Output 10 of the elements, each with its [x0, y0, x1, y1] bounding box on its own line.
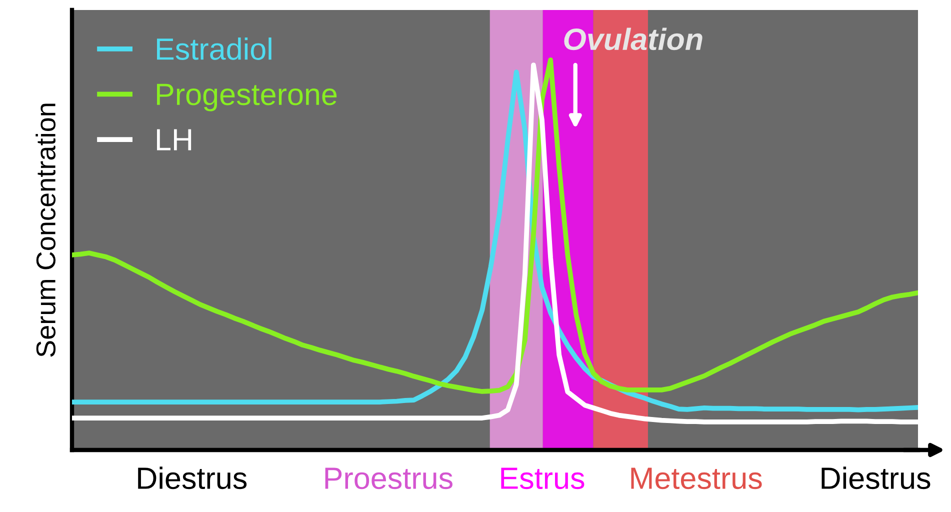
x-tick-label: Estrus: [501, 468, 584, 490]
x-tick-label: Diestrus: [138, 466, 247, 490]
text: Ovulation: [564, 28, 702, 50]
y-axis-title: Serum Concentration: [36, 104, 56, 357]
x-tick-label: Diestrus: [822, 466, 930, 490]
legend-label: Progesterone: [157, 84, 337, 112]
legend-label: LH: [157, 129, 192, 150]
x-tick-label: Metestrus: [631, 468, 762, 490]
x-tick-label: Proestrus: [325, 468, 452, 490]
legend-label: Estradiol: [157, 38, 272, 60]
